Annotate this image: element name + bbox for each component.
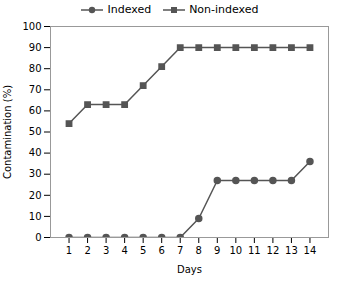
svg-text:70: 70	[29, 84, 42, 95]
svg-text:Days: Days	[177, 264, 202, 275]
svg-text:40: 40	[29, 147, 42, 158]
svg-text:13: 13	[285, 245, 298, 256]
svg-text:2: 2	[84, 245, 90, 256]
svg-text:6: 6	[159, 245, 165, 256]
svg-text:30: 30	[29, 168, 42, 179]
svg-text:8: 8	[196, 245, 202, 256]
svg-text:0: 0	[35, 232, 41, 243]
svg-text:60: 60	[29, 105, 42, 116]
svg-text:50: 50	[29, 126, 42, 137]
svg-text:12: 12	[267, 245, 280, 256]
svg-text:20: 20	[29, 190, 42, 201]
svg-text:100: 100	[22, 21, 41, 32]
svg-text:5: 5	[140, 245, 146, 256]
html-text:Non-indexed: Non-indexed	[189, 3, 259, 16]
svg-text:7: 7	[177, 245, 183, 256]
svg-text:10: 10	[29, 211, 42, 222]
svg-text:4: 4	[121, 245, 127, 256]
svg-text:14: 14	[304, 245, 317, 256]
svg-text:9: 9	[214, 245, 220, 256]
html-text:Indexed: Indexed	[107, 3, 152, 16]
svg-text:90: 90	[29, 42, 42, 53]
svg-text:80: 80	[29, 63, 42, 74]
svg-text:10: 10	[229, 245, 242, 256]
svg-text:Contamination (%): Contamination (%)	[2, 85, 13, 179]
svg-text:11: 11	[248, 245, 261, 256]
svg-text:3: 3	[103, 245, 109, 256]
svg-text:1: 1	[66, 245, 72, 256]
